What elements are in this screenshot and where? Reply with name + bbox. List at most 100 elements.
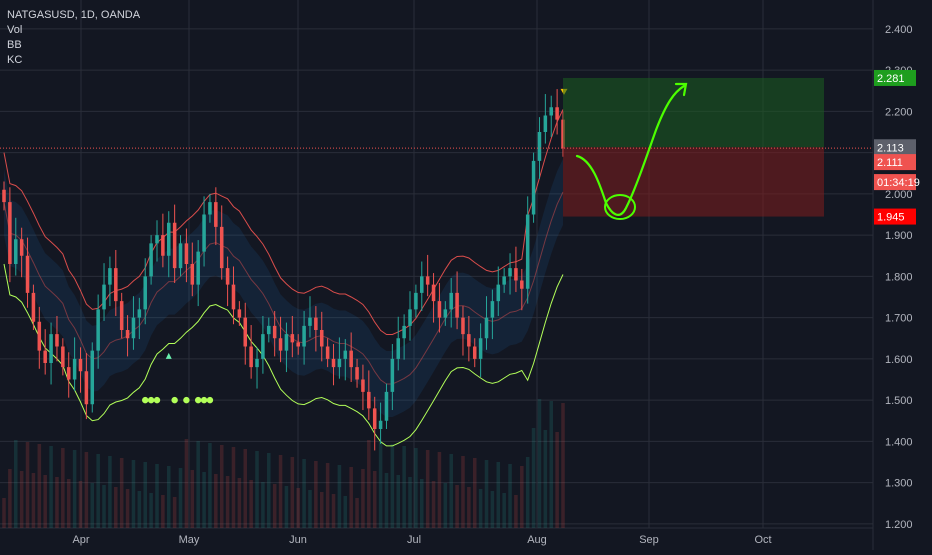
price-badge-text: 2.281 xyxy=(877,73,905,85)
indicator-kc[interactable]: KC xyxy=(7,54,23,66)
price-badge-text: 01:34:19 xyxy=(877,177,920,189)
candle-body xyxy=(90,350,95,405)
volume-bar xyxy=(243,449,248,528)
volume-bar xyxy=(284,486,289,528)
symbol-label[interactable]: NATGASUSD, 1D, OANDA xyxy=(7,9,141,21)
candle-body xyxy=(490,301,495,318)
candle-body xyxy=(31,292,36,322)
volume-bar xyxy=(114,487,118,528)
volume-bar xyxy=(514,495,518,528)
candle-body xyxy=(37,321,42,351)
volume-bar xyxy=(331,494,336,528)
volume-bar xyxy=(237,478,242,528)
bb-upper-line xyxy=(3,109,564,335)
volume-bar xyxy=(325,463,330,528)
volume-bar xyxy=(390,444,395,528)
volume-bar xyxy=(278,455,283,528)
volume-bar xyxy=(37,444,42,528)
candle-body xyxy=(149,243,153,277)
candle-body xyxy=(549,107,553,116)
volume-bar xyxy=(143,462,147,528)
candle-body xyxy=(261,334,265,359)
volume-bar xyxy=(355,498,359,528)
target-zone xyxy=(563,77,824,148)
candle-body xyxy=(196,251,200,285)
volume-bar xyxy=(166,466,171,528)
volume-bar xyxy=(214,474,218,528)
candle-body xyxy=(449,292,453,310)
candle-body xyxy=(55,334,59,347)
volume-bar xyxy=(255,451,259,528)
candle-body xyxy=(255,358,259,368)
candle-body xyxy=(237,309,242,318)
time-tick-label: May xyxy=(179,534,200,546)
price-badge: 2.113 xyxy=(874,139,916,156)
volume-bar xyxy=(190,470,195,528)
volume-bars xyxy=(2,399,565,528)
volume-bar xyxy=(72,450,77,528)
grid xyxy=(0,0,874,550)
volume-bar xyxy=(543,430,548,528)
volume-bar xyxy=(449,454,453,528)
candle-body xyxy=(314,317,318,330)
candle-body xyxy=(408,309,412,326)
price-tick-label: 1.900 xyxy=(885,230,913,242)
volume-bar xyxy=(202,472,206,528)
candle-body xyxy=(84,371,89,405)
indicator-bb[interactable]: BB xyxy=(7,39,22,51)
volume-bar xyxy=(367,440,371,528)
volume-bar xyxy=(55,477,59,528)
candle-body xyxy=(325,346,330,359)
indicator-vol[interactable]: Vol xyxy=(7,24,23,36)
indicator-bands xyxy=(3,109,564,447)
candle-body xyxy=(308,317,312,326)
stop-zone xyxy=(563,147,824,217)
candle-body xyxy=(272,325,277,339)
price-badge-bg xyxy=(874,139,916,156)
volume-bar xyxy=(14,440,18,528)
candle-body xyxy=(384,391,389,421)
candle-body xyxy=(155,235,159,244)
volume-bar xyxy=(472,458,477,528)
volume-bar xyxy=(484,460,489,528)
candle-body xyxy=(231,284,236,310)
volume-bar xyxy=(131,460,136,528)
candle-body xyxy=(66,367,71,380)
price-tick-label: 1.200 xyxy=(885,519,913,531)
price-tick-label: 2.000 xyxy=(885,189,913,201)
candle-body xyxy=(508,268,512,277)
volume-bar xyxy=(19,471,24,528)
volume-bar xyxy=(402,446,406,528)
price-badge-text: 2.111 xyxy=(877,157,903,169)
volume-bar xyxy=(66,479,71,528)
price-tick-label: 2.400 xyxy=(885,24,913,36)
candle-body xyxy=(525,214,530,289)
time-tick-label: Apr xyxy=(72,534,89,546)
candle-body xyxy=(437,301,442,318)
volume-bar xyxy=(561,403,565,528)
volume-bar xyxy=(90,483,95,528)
price-badge: 2.281 xyxy=(874,69,916,86)
price-badge-bg xyxy=(874,208,916,225)
price-badge: 01:34:19 xyxy=(874,174,920,191)
candle-body xyxy=(249,346,253,368)
candle-body xyxy=(455,292,459,318)
volume-bar xyxy=(137,491,142,528)
volume-bar xyxy=(84,452,89,528)
candle-body xyxy=(108,268,112,285)
candle-body xyxy=(484,317,489,339)
candle-body xyxy=(302,325,306,347)
volume-bar xyxy=(525,457,530,528)
volume-bar xyxy=(384,473,389,528)
volume-bar xyxy=(549,401,553,528)
candle-body xyxy=(119,301,124,330)
volume-bar xyxy=(96,454,100,528)
candle-body xyxy=(537,132,542,161)
signal-dot xyxy=(200,396,208,404)
candle-body xyxy=(420,276,424,293)
candle-body xyxy=(402,325,406,339)
candle-body xyxy=(49,334,53,363)
volume-bar xyxy=(102,485,106,528)
